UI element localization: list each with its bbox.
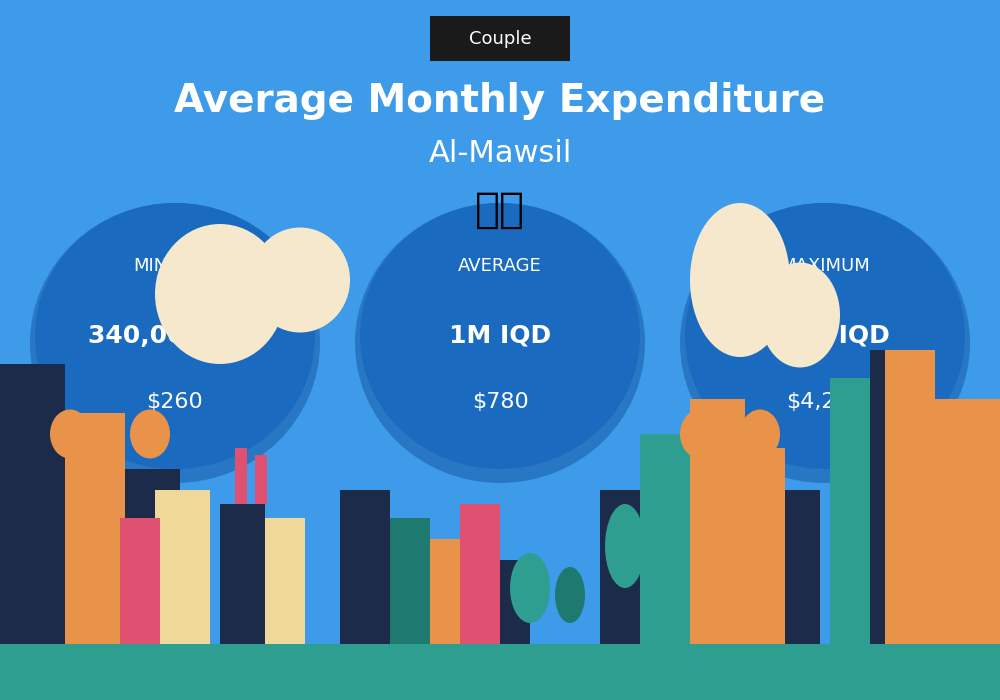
Ellipse shape (690, 203, 790, 357)
Text: Couple: Couple (469, 29, 531, 48)
Ellipse shape (30, 203, 320, 483)
Text: MAXIMUM: MAXIMUM (780, 257, 870, 275)
Bar (0, 364, 65, 644)
Text: 5.5M IQD: 5.5M IQD (761, 324, 889, 348)
Bar (390, 518, 430, 644)
Ellipse shape (685, 203, 965, 469)
Ellipse shape (605, 504, 645, 588)
Ellipse shape (510, 553, 550, 623)
Bar (870, 350, 885, 644)
Bar (600, 490, 640, 644)
Bar (460, 504, 500, 644)
Bar (220, 504, 265, 644)
Ellipse shape (680, 203, 970, 483)
Text: MINIMUM: MINIMUM (133, 257, 217, 275)
Bar (830, 378, 870, 644)
Text: Average Monthly Expenditure: Average Monthly Expenditure (174, 83, 826, 120)
Ellipse shape (35, 203, 315, 469)
Bar (430, 539, 465, 644)
Ellipse shape (250, 228, 350, 332)
Text: Al-Mawsil: Al-Mawsil (428, 139, 572, 169)
Ellipse shape (680, 410, 720, 459)
Ellipse shape (355, 203, 645, 483)
Bar (125, 469, 180, 644)
Text: 1M IQD: 1M IQD (449, 324, 551, 348)
Text: AVERAGE: AVERAGE (458, 257, 542, 275)
Text: 🇮🇶: 🇮🇶 (475, 189, 525, 231)
Ellipse shape (760, 262, 840, 368)
Bar (265, 518, 305, 644)
Bar (255, 455, 267, 504)
Bar (120, 518, 160, 644)
Text: $260: $260 (147, 393, 203, 412)
Bar (785, 490, 820, 644)
Bar (690, 399, 745, 644)
Bar (235, 448, 247, 504)
Bar (65, 413, 125, 644)
Ellipse shape (740, 410, 780, 459)
Bar (0, 644, 1000, 700)
Bar (155, 490, 210, 644)
Bar (340, 490, 390, 644)
Text: 340,000 IQD: 340,000 IQD (88, 324, 262, 348)
Bar (500, 560, 530, 644)
FancyBboxPatch shape (430, 15, 570, 62)
Ellipse shape (130, 410, 170, 459)
Text: $4,200: $4,200 (786, 393, 864, 412)
Ellipse shape (50, 410, 90, 459)
Text: $780: $780 (472, 393, 528, 412)
Bar (745, 448, 785, 644)
Bar (640, 434, 690, 644)
Ellipse shape (155, 224, 285, 364)
Ellipse shape (360, 203, 640, 469)
Bar (935, 399, 1000, 644)
Bar (870, 350, 935, 644)
Ellipse shape (555, 567, 585, 623)
